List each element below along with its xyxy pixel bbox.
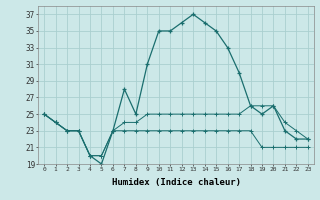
X-axis label: Humidex (Indice chaleur): Humidex (Indice chaleur) [111, 178, 241, 187]
